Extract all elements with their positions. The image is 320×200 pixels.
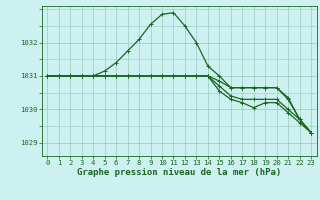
X-axis label: Graphe pression niveau de la mer (hPa): Graphe pression niveau de la mer (hPa) — [77, 168, 281, 177]
